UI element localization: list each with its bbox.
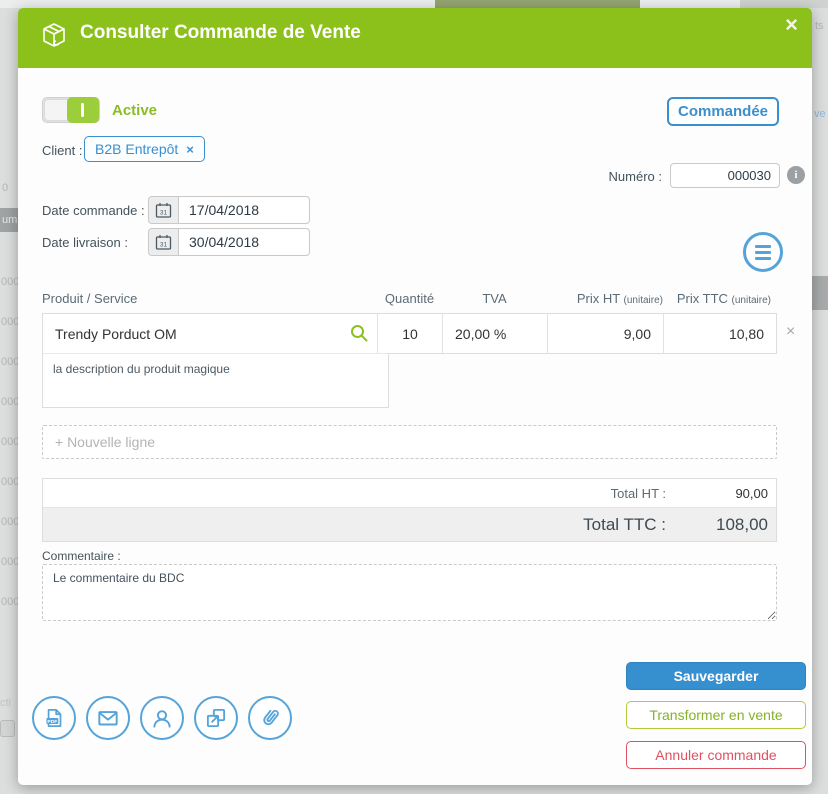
line-menu-icon[interactable] [743, 232, 783, 272]
tva-cell[interactable]: 20,00 % [443, 314, 548, 353]
total-ht-value: 90,00 [735, 485, 768, 501]
background-topbar-green [435, 0, 640, 8]
duplicate-icon [206, 708, 226, 728]
background-scrollbar [812, 276, 828, 310]
toggle-on-segment [67, 97, 99, 123]
background-row-number: 000 [1, 316, 20, 328]
background-column-header: um [0, 208, 18, 232]
active-label: Active [112, 102, 158, 119]
background-topbar [0, 0, 828, 8]
date-commande-input[interactable] [178, 196, 310, 224]
svg-text:PDF: PDF [47, 719, 57, 725]
active-toggle[interactable] [42, 97, 100, 123]
col-header-qty: Quantité [384, 291, 435, 306]
client-tag-value: B2B Entrepôt [95, 141, 179, 157]
client-label: Client : [42, 143, 83, 158]
col-header-prix-ht: Prix HT (unitaire) [576, 291, 663, 306]
date-livraison-label: Date livraison : [42, 235, 128, 250]
comment-textarea[interactable]: Le commentaire du BDC [42, 564, 777, 621]
delete-row-icon[interactable]: × [786, 323, 796, 340]
duplicate-button[interactable] [194, 696, 238, 740]
numero-input[interactable] [670, 163, 780, 188]
menu-bar [755, 256, 771, 260]
background-row-number: 000 [1, 436, 20, 448]
save-button[interactable]: Sauvegarder [626, 662, 806, 690]
date-commande-label: Date commande : [42, 203, 145, 218]
paperclip-icon [263, 709, 279, 726]
package-icon [38, 19, 70, 54]
col-header-tva: TVA [482, 291, 507, 306]
comment-label: Commentaire : [42, 549, 121, 563]
background-fragment: ve [814, 108, 826, 120]
search-icon[interactable] [349, 323, 369, 346]
attachment-button[interactable] [248, 696, 292, 740]
menu-bar [755, 244, 771, 248]
cancel-order-button[interactable]: Annuler commande [626, 741, 806, 769]
product-description[interactable]: la description du produit magique [42, 353, 389, 408]
pdf-button[interactable]: PDF [32, 696, 76, 740]
total-ht-row: Total HT : 90,00 [43, 479, 776, 508]
background-fragment: ts [815, 20, 824, 32]
info-icon[interactable]: i [787, 166, 805, 184]
menu-bar [755, 250, 771, 254]
contact-icon [153, 710, 171, 728]
client-tag[interactable]: B2B Entrepôt × [84, 136, 205, 162]
add-line-button[interactable]: + Nouvelle ligne [42, 425, 777, 459]
contact-button[interactable] [140, 696, 184, 740]
date-livraison-input[interactable] [178, 228, 310, 256]
email-button[interactable] [86, 696, 130, 740]
toggle-bar [81, 103, 84, 117]
background-fragment: cti [0, 697, 11, 709]
background-topbar-gray [740, 0, 828, 8]
product-cell[interactable]: Trendy Porduct OM [43, 314, 378, 353]
transform-to-sale-button[interactable]: Transformer en vente [626, 701, 806, 729]
state-button[interactable]: Commandée [667, 97, 779, 126]
numero-label: Numéro : [608, 169, 662, 184]
prix-ht-cell[interactable]: 9,00 [548, 314, 664, 353]
modal-header: Consulter Commande de Vente × [18, 8, 812, 68]
calendar-icon[interactable]: 31 [148, 228, 178, 256]
sales-order-modal: Consulter Commande de Vente × Active Com… [18, 8, 812, 785]
calendar-day-number: 31 [160, 241, 168, 248]
date-commande-group: 31 [148, 196, 310, 224]
product-name: Trendy Porduct OM [55, 325, 177, 342]
background-row-number: 000 [1, 276, 20, 288]
totals-box: Total HT : 90,00 Total TTC : 108,00 [42, 478, 777, 542]
background-row-number: 000 [1, 596, 20, 608]
close-icon[interactable]: × [785, 12, 798, 37]
col-header-product: Produit / Service [42, 291, 138, 306]
line-items-header: Produit / Service Quantité TVA Prix HT (… [42, 291, 777, 306]
pdf-icon: PDF [46, 709, 62, 727]
background-row-number: 000 [1, 516, 20, 528]
total-ttc-label: Total TTC : [583, 514, 666, 534]
date-livraison-group: 31 [148, 228, 310, 256]
background-toggle-fragment [0, 720, 15, 737]
total-ttc-value: 108,00 [716, 514, 768, 534]
qty-cell[interactable]: 10 [378, 314, 443, 353]
background-row-number: 000 [1, 476, 20, 488]
email-icon [98, 711, 118, 726]
calendar-day-number: 31 [160, 209, 168, 216]
line-item-row: Trendy Porduct OM 10 20,00 % 9,00 10,80 [42, 313, 777, 354]
calendar-icon[interactable]: 31 [148, 196, 178, 224]
background-row-number: 000 [1, 556, 20, 568]
total-ttc-row: Total TTC : 108,00 [43, 508, 776, 541]
prix-ttc-cell[interactable]: 10,80 [728, 325, 764, 342]
remove-client-icon[interactable]: × [186, 142, 194, 157]
background-row-number: 000 [1, 356, 20, 368]
background-fragment: 0 [2, 182, 9, 194]
modal-title: Consulter Commande de Vente [80, 22, 361, 43]
background-row-number: 000 [1, 396, 20, 408]
total-ht-label: Total HT : [610, 485, 666, 501]
col-header-prix-ttc: Prix TTC (unitaire) [676, 291, 771, 306]
